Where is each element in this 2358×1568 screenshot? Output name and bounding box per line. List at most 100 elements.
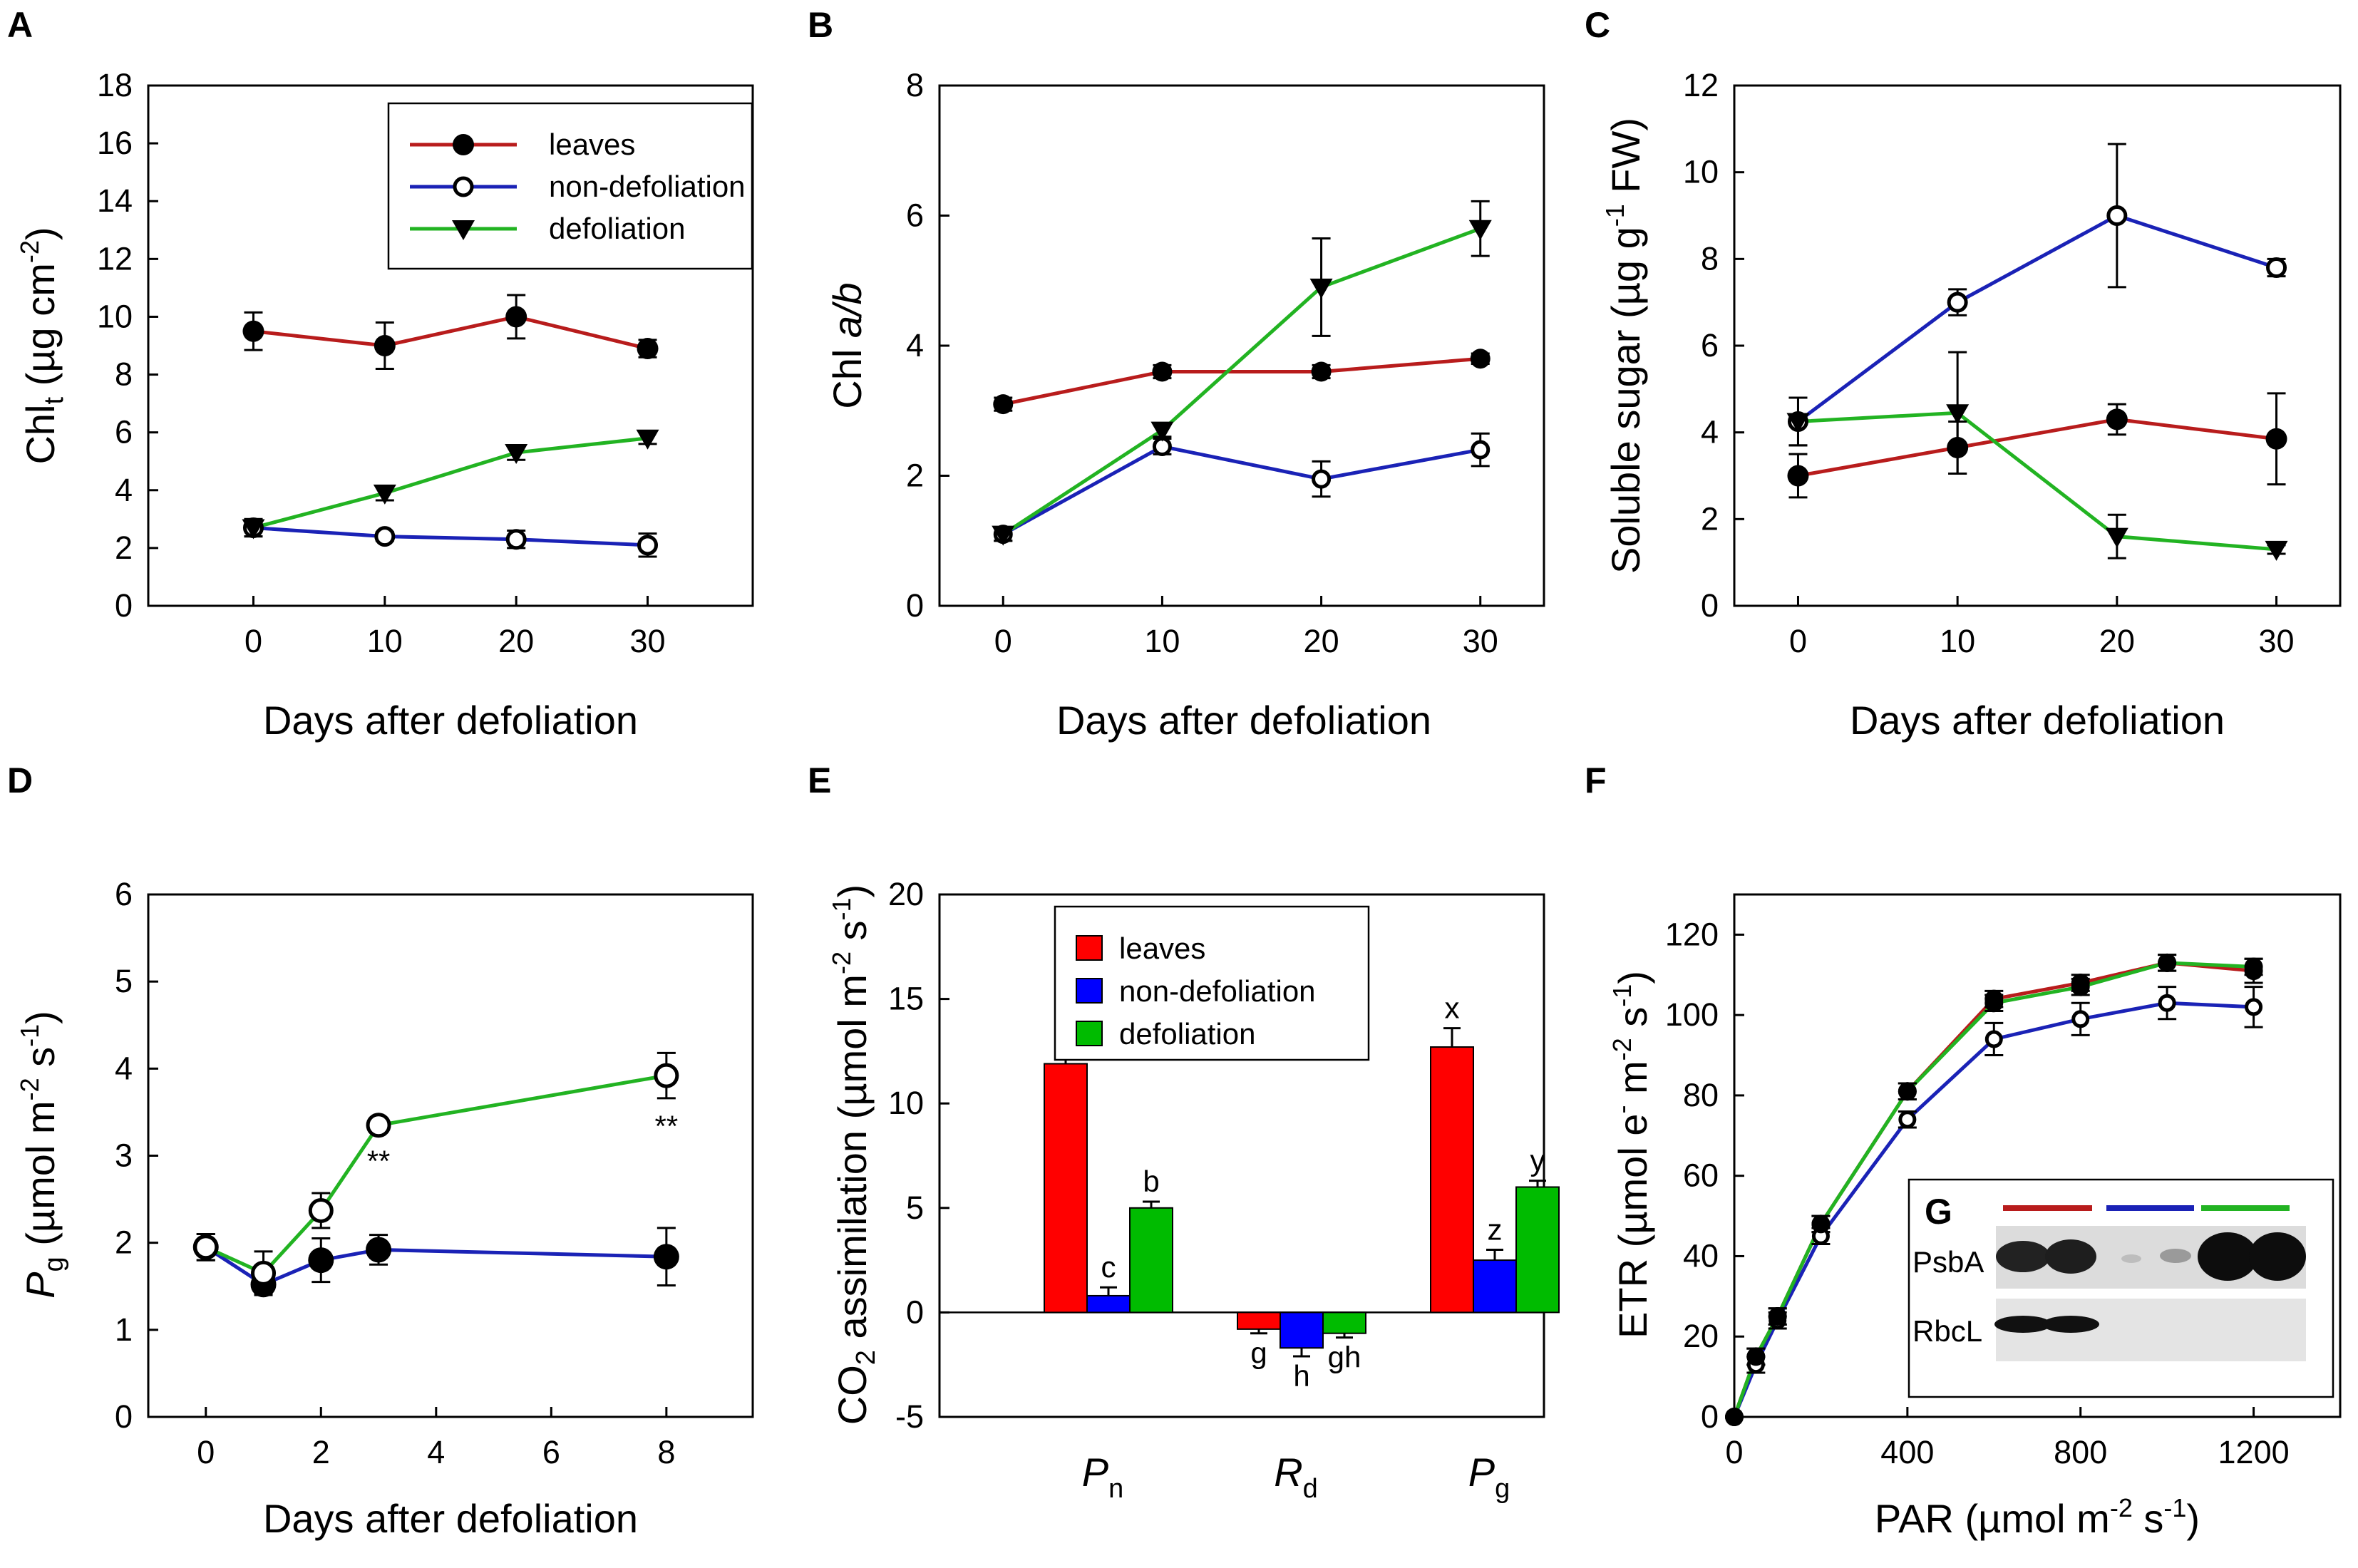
y-tick-label: 40 <box>1683 1237 1719 1274</box>
panel-a-y-ticks: 0 2 4 6 8 10 12 14 16 18 <box>97 67 158 624</box>
category-sub: n <box>1108 1474 1123 1504</box>
category-main: R <box>1274 1450 1302 1495</box>
data-point <box>1471 440 1491 460</box>
blot-band-psba-1 <box>1996 1241 2050 1272</box>
x-tick-label: 0 <box>1789 623 1807 659</box>
y-tick-label: 0 <box>906 1294 924 1330</box>
panel-b-x-ticks: 0 10 20 30 <box>994 596 1498 659</box>
category-sub: d <box>1303 1474 1318 1504</box>
blot-band-psba-3 <box>2121 1254 2141 1263</box>
category-sub: g <box>1495 1474 1510 1504</box>
panel-e-ylabel: CO2 assimilation (µmol m-2 s-1) <box>827 884 881 1425</box>
data-point <box>373 484 396 505</box>
significance-mark: ** <box>655 1110 679 1143</box>
panel-c-y-ticks: 0 2 4 6 8 10 12 <box>1683 67 1744 624</box>
panel-c-ylabel: Soluble sugar (µg g-1 FW) <box>1600 118 1648 574</box>
panel-f-series <box>1725 953 2263 1426</box>
y-tick-label: 14 <box>97 182 133 219</box>
y-tick-label: 0 <box>115 587 133 624</box>
category-main: P <box>1082 1450 1108 1495</box>
data-point <box>2158 994 2176 1012</box>
category-label: Rd <box>1274 1450 1318 1504</box>
panel-a-series <box>242 294 659 558</box>
series-line-defoliation <box>1002 227 1481 536</box>
data-point <box>1898 1082 1917 1101</box>
y-tick-label: 8 <box>1701 240 1719 277</box>
blot-band-rbcl-2 <box>2042 1316 2099 1333</box>
y-tick-label: 15 <box>888 981 924 1017</box>
y-tick-label: 12 <box>1683 67 1719 103</box>
data-point <box>1984 1030 2003 1048</box>
blot-band-psba-6 <box>2249 1232 2306 1281</box>
data-point <box>1811 1214 1831 1234</box>
panel-c-xlabel: Days after defoliation <box>1850 698 2225 743</box>
y-tick-label: 6 <box>906 197 924 234</box>
bar-defoliation <box>1322 1311 1366 1334</box>
y-tick-label: 2 <box>1701 500 1719 537</box>
legend-a-marker-nondef <box>453 176 474 197</box>
panel-e-legend-box <box>1054 905 1370 1061</box>
y-tick-label: 100 <box>1665 996 1719 1033</box>
panel-c-series <box>1786 143 2288 561</box>
x-tick-label: 0 <box>994 623 1012 659</box>
y-tick-label: 0 <box>1701 587 1719 624</box>
y-tick-label: -5 <box>895 1398 924 1435</box>
panel-e-categories: Pn Rd Pg <box>1082 1450 1510 1504</box>
data-point <box>993 394 1014 415</box>
y-tick-label: 60 <box>1683 1157 1719 1194</box>
data-point <box>1768 1307 1787 1326</box>
legend-e-def: defoliation <box>1119 1017 1255 1051</box>
panel-b-series <box>992 200 1492 546</box>
panel-b-y-ticks: 0 2 4 6 8 <box>906 67 949 624</box>
panel-d-xlabel: Days after defoliation <box>263 1496 638 1541</box>
panel-label-a: A <box>7 5 33 45</box>
legend-e-leaves: leaves <box>1119 932 1205 965</box>
bar-non-defoliation <box>1473 1259 1517 1314</box>
panel-c-chart: 0 2 4 6 8 10 12 0 10 20 30 Days after defoliation… <box>1600 67 2342 743</box>
data-point <box>2158 953 2177 972</box>
x-tick-label: 4 <box>427 1434 445 1470</box>
data-point <box>1898 1110 1917 1129</box>
data-point <box>366 1113 391 1138</box>
bar-leaves <box>1237 1311 1281 1330</box>
data-point <box>992 525 1015 546</box>
y-tick-label: 2 <box>115 1224 133 1261</box>
data-point <box>1787 465 1809 487</box>
data-point <box>505 529 527 550</box>
y-tick-label: 120 <box>1665 916 1719 952</box>
y-tick-label: 20 <box>1683 1318 1719 1354</box>
data-point <box>242 320 264 342</box>
series-line-non-defoliation <box>1002 444 1481 536</box>
data-point <box>2105 527 2128 548</box>
data-point <box>1946 404 1970 425</box>
panel-a-frame <box>147 84 754 607</box>
y-tick-label: 4 <box>115 1050 133 1086</box>
x-tick-label: 8 <box>657 1434 675 1470</box>
panel-d-annotations: ** ** <box>367 1110 679 1178</box>
panel-e-frame <box>938 893 1545 1418</box>
y-tick-label: 6 <box>1701 327 1719 363</box>
data-point <box>1312 469 1332 489</box>
data-point <box>2245 998 2263 1016</box>
x-tick-label: 2 <box>312 1434 330 1470</box>
panel-label-d: D <box>7 760 33 800</box>
data-point <box>242 519 265 540</box>
panel-label-c: C <box>1585 5 1610 45</box>
panel-f-ylabel: ETR (µmol e- m-2 s-1) <box>1607 971 1655 1339</box>
inset-g-row-psba: PsbA <box>1912 1245 1984 1279</box>
y-tick-label: 2 <box>115 530 133 566</box>
panel-label-f: F <box>1585 760 1607 800</box>
legend-a-marker-leaves <box>453 134 474 155</box>
data-point <box>1470 349 1491 369</box>
data-point <box>374 335 396 356</box>
data-point <box>251 1260 277 1286</box>
blot-band-psba-4 <box>2160 1249 2191 1263</box>
y-tick-label: 4 <box>115 472 133 508</box>
x-tick-label: 0 <box>197 1434 215 1470</box>
inset-g-rbcl-strip <box>1996 1299 2306 1361</box>
data-point <box>2106 205 2128 226</box>
data-point <box>654 1063 679 1088</box>
legend-a-leaves: leaves <box>549 128 635 161</box>
data-point <box>374 526 396 547</box>
